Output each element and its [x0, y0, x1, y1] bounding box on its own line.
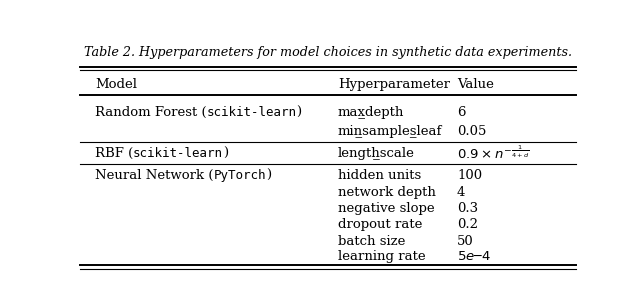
Text: Neural Network (: Neural Network (	[95, 169, 213, 182]
Text: dropout rate: dropout rate	[338, 218, 422, 231]
Text: 100: 100	[457, 169, 482, 182]
Text: 4: 4	[457, 186, 465, 199]
Text: PyTorch: PyTorch	[213, 169, 266, 182]
Text: scikit-learn: scikit-learn	[207, 106, 296, 119]
Text: Value: Value	[457, 78, 494, 91]
Text: 6: 6	[457, 106, 465, 119]
Text: ): )	[223, 147, 228, 160]
Text: Hyperparameter: Hyperparameter	[338, 78, 450, 91]
Text: hidden units: hidden units	[338, 169, 421, 182]
Text: min̲samples̲leaf: min̲samples̲leaf	[338, 125, 442, 138]
Text: max̲depth: max̲depth	[338, 106, 404, 119]
Text: network depth: network depth	[338, 186, 436, 199]
Text: $5e\!\!-\!\!4$: $5e\!\!-\!\!4$	[457, 250, 491, 264]
Text: ): )	[266, 169, 271, 182]
Text: RBF (: RBF (	[95, 147, 133, 160]
Text: 0.05: 0.05	[457, 125, 486, 138]
Text: ): )	[296, 106, 301, 119]
Text: Model: Model	[95, 78, 137, 91]
Text: learning rate: learning rate	[338, 250, 426, 264]
Text: 50: 50	[457, 235, 474, 248]
Text: batch size: batch size	[338, 235, 405, 248]
Text: 0.2: 0.2	[457, 218, 478, 231]
Text: Table 2. Hyperparameters for model choices in synthetic data experiments.: Table 2. Hyperparameters for model choic…	[84, 46, 572, 59]
Text: negative slope: negative slope	[338, 202, 435, 215]
Text: length̲scale: length̲scale	[338, 147, 415, 160]
Text: $0.9 \times n^{-\frac{1}{4+d}}$: $0.9 \times n^{-\frac{1}{4+d}}$	[457, 145, 529, 162]
Text: 0.3: 0.3	[457, 202, 478, 215]
Text: Random Forest (: Random Forest (	[95, 106, 207, 119]
Text: scikit-learn: scikit-learn	[133, 147, 223, 160]
